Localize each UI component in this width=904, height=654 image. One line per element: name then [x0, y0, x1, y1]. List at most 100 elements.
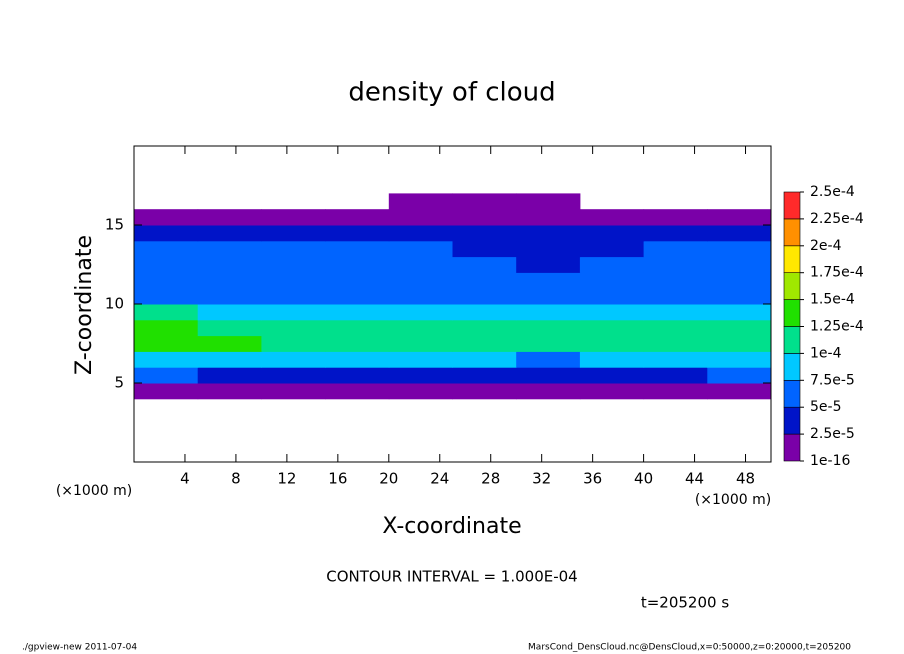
cell [198, 415, 262, 431]
colorbar-label: 1e-4 [810, 345, 842, 361]
colorbar-box [783, 379, 801, 408]
cell [388, 351, 453, 368]
x-tick-label: 4 [180, 470, 190, 488]
cell [452, 319, 517, 337]
cell [707, 193, 771, 209]
cell [261, 225, 326, 242]
cell [134, 146, 198, 162]
cell [389, 399, 453, 415]
cell [325, 367, 390, 384]
cell [134, 162, 198, 178]
cell [516, 162, 580, 178]
y-tick-label: 15 [105, 216, 124, 234]
colorbar-box [783, 191, 801, 220]
cell [198, 399, 262, 415]
y-unit-label: (×1000 m) [56, 483, 132, 499]
cell [707, 225, 772, 242]
cell [389, 178, 453, 194]
cell [325, 288, 390, 305]
cell [580, 430, 644, 446]
cell [643, 209, 708, 226]
cell [325, 351, 390, 368]
colorbar-label: 1.5e-4 [810, 292, 855, 308]
colorbar-box [783, 406, 801, 435]
cell [707, 446, 771, 462]
cell [707, 399, 771, 415]
cell [134, 256, 199, 273]
cell [643, 319, 708, 337]
cell [388, 240, 453, 258]
colorbar-box [783, 218, 801, 247]
cell [198, 162, 262, 178]
colorbar-label: 7.5e-5 [810, 372, 855, 388]
cell [134, 415, 198, 431]
cell [580, 146, 644, 162]
cell [644, 446, 708, 462]
cell [388, 383, 453, 400]
cell [197, 319, 262, 337]
cell [198, 178, 262, 194]
cell [580, 178, 644, 194]
cell [198, 193, 262, 209]
x-tick-label: 28 [481, 470, 500, 488]
cell [134, 383, 199, 400]
cell [643, 272, 708, 289]
cell [516, 319, 581, 337]
cell [325, 319, 390, 337]
cell [707, 430, 771, 446]
x-tick-label: 20 [379, 470, 398, 488]
cell [579, 304, 645, 321]
colorbar-box [783, 272, 801, 300]
cell [134, 367, 199, 384]
y-tick-label: 10 [105, 295, 124, 313]
cell [134, 240, 199, 258]
y-axis-label: Z-coordinate [72, 235, 97, 375]
colorbar-label: 2e-4 [810, 238, 842, 254]
cell [388, 209, 453, 226]
colorbar-label: 2.5e-4 [810, 184, 855, 200]
cell [197, 288, 262, 305]
cell [197, 256, 262, 273]
cell [707, 367, 772, 384]
cell [707, 288, 772, 305]
cell [579, 335, 645, 352]
time-note: t=205200 s [641, 594, 729, 612]
cell [579, 225, 645, 242]
cell [325, 178, 389, 194]
cell [516, 256, 581, 273]
cell [197, 225, 262, 242]
x-unit-label: (×1000 m) [695, 492, 771, 508]
cell [516, 178, 580, 194]
cell [707, 415, 771, 431]
y-tick-label: 5 [114, 374, 124, 392]
cell [134, 430, 198, 446]
cell [261, 146, 325, 162]
cell [134, 209, 199, 226]
cell [388, 335, 453, 352]
x-tick-label: 36 [583, 470, 602, 488]
cell [707, 272, 772, 289]
cell [643, 383, 708, 400]
colorbar-box [783, 326, 801, 354]
cell [134, 225, 199, 242]
cell [452, 225, 517, 242]
cell [389, 162, 453, 178]
cell [644, 415, 708, 431]
cell [644, 178, 708, 194]
cell [325, 383, 390, 400]
cell [325, 193, 389, 209]
colorbar-label: 1.75e-4 [810, 265, 864, 281]
cell [579, 256, 645, 273]
colorbar-label: 2.25e-4 [810, 211, 864, 227]
cell [198, 446, 262, 462]
cell [580, 415, 644, 431]
cell [261, 162, 325, 178]
cell [579, 351, 645, 368]
cell [388, 367, 453, 384]
cell [516, 209, 581, 226]
cell [261, 415, 325, 431]
footer-right: MarsCond_DensCloud.nc@DensCloud,x=0:5000… [528, 643, 851, 653]
x-tick-label: 44 [685, 470, 704, 488]
cell [197, 209, 262, 226]
cell [644, 399, 708, 415]
